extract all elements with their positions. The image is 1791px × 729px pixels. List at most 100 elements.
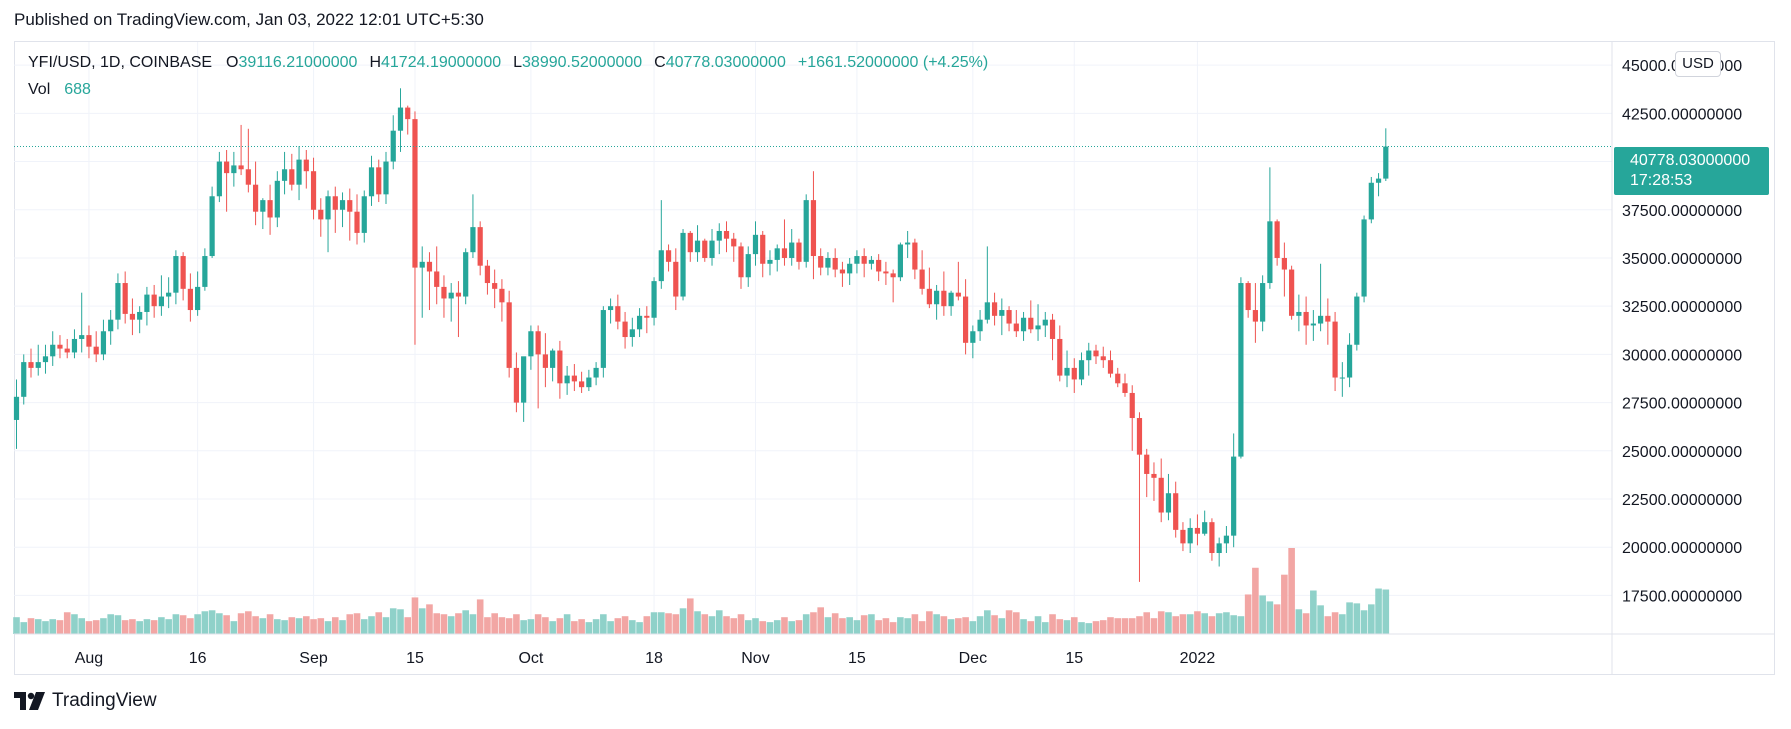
candle-body: [50, 344, 56, 357]
volume-bar: [969, 621, 977, 634]
candle: [731, 232, 737, 262]
ohlc-legend: YFI/USD, 1D, COINBASE O39116.21000000 H417…: [28, 54, 1000, 72]
candle-body: [1028, 317, 1034, 330]
volume-bar: [810, 612, 817, 634]
volume-bar: [447, 616, 455, 634]
candle: [586, 369, 592, 392]
volume-bar: [100, 618, 107, 634]
candle: [1173, 481, 1179, 538]
candle: [100, 319, 107, 361]
candle-body: [847, 263, 853, 274]
candle: [1209, 518, 1215, 561]
candle: [745, 246, 751, 287]
candle-body: [897, 244, 903, 278]
candle: [1238, 277, 1244, 459]
volume-bar: [433, 613, 441, 634]
candle-body: [1136, 418, 1143, 455]
candle: [1013, 310, 1019, 338]
volume-bar: [694, 611, 701, 634]
candle: [723, 221, 730, 253]
volume-bar: [1034, 616, 1042, 634]
candle: [948, 290, 954, 316]
volume-bar: [1143, 612, 1151, 634]
candle: [419, 246, 425, 318]
candle-body: [144, 294, 150, 312]
currency-button[interactable]: USD: [1675, 51, 1721, 77]
candle-body: [1346, 344, 1353, 378]
candle: [1368, 176, 1374, 224]
candle-body: [1158, 477, 1164, 513]
y-tick-label: 17500.00000000: [1622, 588, 1742, 605]
candle-body: [926, 288, 932, 305]
volume-bar: [520, 620, 527, 634]
volume-bar: [1085, 623, 1093, 634]
candle-body: [1078, 360, 1085, 380]
low-label: L: [513, 54, 523, 71]
candle: [1020, 311, 1027, 341]
candle-body: [224, 161, 230, 174]
candle-body: [158, 296, 164, 307]
candle-body: [21, 362, 27, 397]
candle-body: [1042, 319, 1048, 326]
candle-body: [441, 286, 447, 299]
candle-body: [702, 240, 708, 258]
candle-body: [79, 335, 85, 339]
candle-body: [64, 348, 70, 353]
candle-body: [368, 167, 375, 197]
candle: [1151, 462, 1157, 501]
candle: [861, 248, 867, 278]
candle: [658, 200, 664, 289]
volume-bar: [121, 620, 129, 634]
volume-bar: [715, 610, 723, 634]
candle-body: [137, 311, 143, 320]
volume-value: 688: [64, 81, 91, 98]
volume-bar: [397, 609, 404, 634]
candle-body: [1245, 283, 1251, 311]
candle: [1289, 265, 1295, 320]
candle-body: [962, 296, 969, 343]
candle-body: [390, 130, 396, 162]
tradingview-logo[interactable]: TradingView: [14, 690, 157, 712]
candle: [347, 188, 353, 241]
candle-body: [1252, 310, 1258, 322]
candle-body: [970, 331, 976, 343]
x-tick-label: 15: [1065, 650, 1083, 667]
candle-body: [1260, 283, 1266, 322]
candle: [897, 242, 903, 282]
close-value: 40778.03000000: [665, 54, 786, 71]
candle: [1245, 281, 1251, 318]
candle-body: [1194, 527, 1201, 534]
candle-body: [644, 315, 650, 318]
candle-body: [665, 250, 672, 262]
volume-bar: [998, 618, 1006, 634]
candle-body: [289, 169, 295, 185]
candle: [1361, 215, 1367, 303]
candle: [281, 151, 288, 195]
candle: [1071, 358, 1077, 393]
candle-body: [789, 242, 795, 258]
candle-body: [71, 338, 78, 353]
high-label: H: [369, 54, 381, 71]
candle: [876, 254, 882, 282]
chart-frame[interactable]: [14, 41, 1775, 675]
candle-body: [100, 331, 107, 355]
candle: [158, 275, 164, 316]
volume-bar: [889, 622, 897, 634]
candle: [1129, 385, 1135, 451]
volume-bar: [549, 621, 556, 634]
y-tick-label: 37500.00000000: [1622, 203, 1742, 220]
candle: [680, 229, 686, 301]
candle: [934, 284, 940, 320]
candle-body: [658, 250, 664, 282]
y-tick-label: 25000.00000000: [1622, 444, 1742, 461]
candle: [180, 252, 186, 301]
volume-bar: [245, 611, 252, 634]
candle-body: [13, 396, 20, 420]
candle: [426, 252, 433, 311]
candle: [1339, 362, 1345, 397]
candle-body: [434, 271, 440, 287]
candle: [1383, 128, 1389, 182]
candle-body: [202, 256, 208, 287]
candle-body: [876, 259, 882, 272]
